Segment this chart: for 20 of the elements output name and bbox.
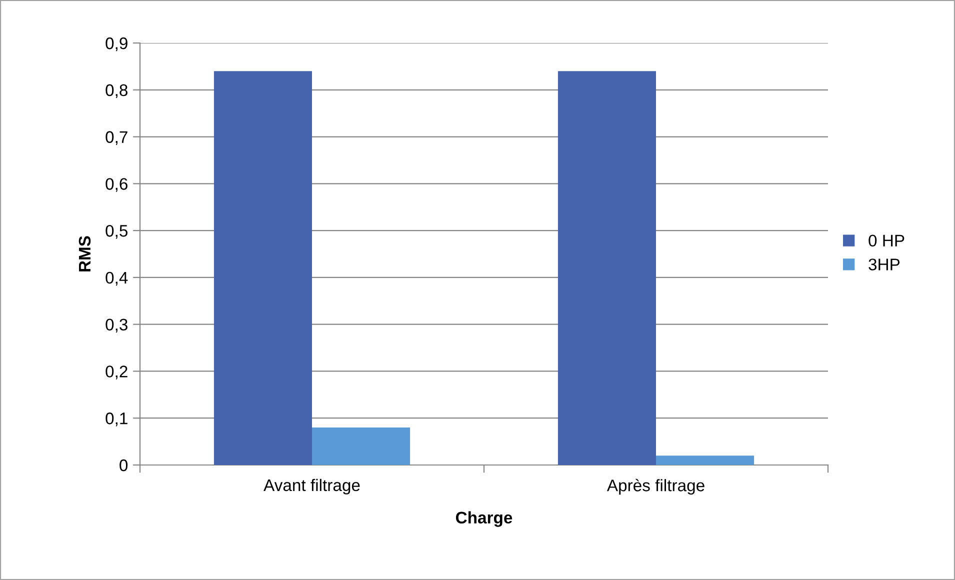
y-tick-label: 0,6: [106, 178, 128, 192]
y-tick-label: 0,2: [106, 366, 128, 380]
bar: [312, 427, 410, 465]
y-tick-label: 0,9: [106, 37, 128, 52]
bar: [214, 71, 312, 465]
x-tick-label: Après filtrage: [606, 478, 704, 495]
y-tick-label: 0,7: [106, 131, 128, 145]
bar: [558, 71, 656, 465]
bar: [656, 456, 754, 465]
y-tick-label: 0,3: [106, 318, 128, 333]
x-tick-label: Avant filtrage: [264, 478, 360, 494]
y-axis-title: RMS: [78, 236, 91, 272]
x-axis-title: Charge: [456, 511, 512, 527]
y-tick-label: 0: [120, 459, 128, 472]
y-tick-label: 0,8: [106, 84, 128, 98]
legend-label: 3HP: [868, 258, 900, 270]
y-tick-label: 0,1: [106, 412, 128, 426]
y-tick-label: 0,4: [106, 272, 128, 286]
y-tick-label: 0,5: [106, 224, 128, 239]
legend-label: 0 HP: [868, 234, 904, 247]
